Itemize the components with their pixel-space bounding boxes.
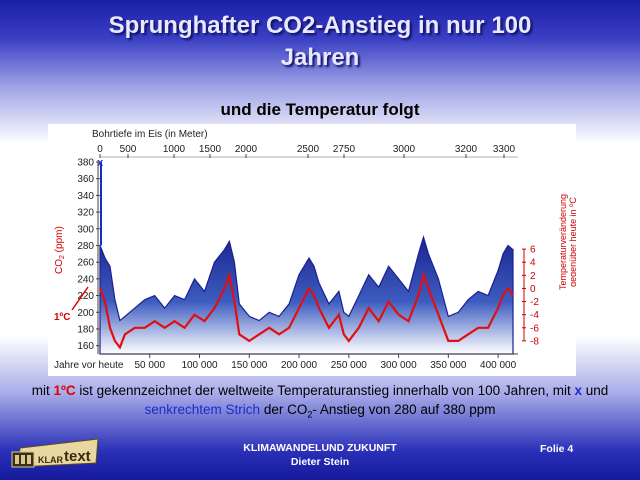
footer-author: Dieter Stein [290,456,350,468]
caption-subscript: 2 [307,409,313,420]
annotation-arrow [71,286,89,311]
y-left-tick-label: 200 [77,308,94,319]
slide-subtitle: und die Temperatur folgt [220,100,420,119]
caption-part-9: - Anstieg von 280 auf 380 ppm [312,402,496,417]
co2-rise-x-marker: x [97,157,104,169]
y-left-tick-label: 260 [77,258,94,269]
top-tick-label: 3200 [455,144,478,155]
y-axis-left-label-sub: 2 [59,255,66,259]
top-tick-label: 500 [120,144,137,155]
y-right-tick-label: 2 [530,271,536,282]
x-tick-label: 150 000 [231,360,268,371]
x-tick-label: 200 000 [281,360,318,371]
caption-vertical-line: senkrechtem Strich [144,402,261,417]
y-left-tick-label: 280 [77,241,94,252]
caption-x: x [574,383,582,398]
klartext-logo: KLAR text [10,436,102,470]
top-tick-label: 1500 [199,144,222,155]
y-axis-left-label-main: CO [54,259,65,274]
y-right-tick-label: 4 [530,258,536,269]
x-tick-label: 300 000 [380,360,417,371]
y-axis-right-label-1: Temperaturveränderung [558,194,568,290]
x-tick-label: 100 000 [181,360,218,371]
x-tick-label: 400 000 [480,360,517,371]
top-tick-label: 2000 [235,144,258,155]
x-tick-label: 250 000 [331,360,368,371]
y-left-tick-label: 220 [77,291,94,302]
top-tick-label: 2500 [297,144,320,155]
top-tick-label: 3000 [393,144,416,155]
slide-title: Sprunghafter CO2-Anstieg in nur 100 Jahr… [0,10,640,74]
temperature-line [98,271,514,350]
y-left-tick-label: 340 [77,191,94,202]
caption-part-7: der CO [260,402,308,417]
caption-1c: 1ºC [53,383,76,398]
top-tick-label: 1000 [163,144,186,155]
y-left-tick-label: 180 [77,324,94,335]
x-axis-label: Jahre vor heute [54,360,124,371]
caption-part-1: mit [31,383,54,398]
y-right-tick-label: 0 [530,284,536,295]
y-left-tick-label: 380 [77,158,94,169]
y-left-tick-label: 300 [77,224,94,235]
title-line-2: Jahren [280,44,360,71]
top-axis-label: Bohrtiefe im Eis (in Meter) [92,129,208,140]
y-right-tick-label: -6 [530,323,539,334]
logo-text-klar: KLAR [38,455,63,465]
caption-part-5: und [581,383,609,398]
footer: KLIMAWANDELUND ZUKUNFT Dieter Stein [180,441,460,469]
top-tick-label: 2750 [333,144,356,155]
x-tick-label: 350 000 [430,360,467,371]
annotation-1c: 1ºC [54,312,70,323]
y-left-tick-label: 360 [77,174,94,185]
y-left-tick-label: 160 [77,341,94,352]
x-tick-label: 50 000 [134,360,165,371]
y-right-tick-label: -8 [530,336,539,347]
ice-core-chart: x 380 360 340 320 300 280 260 240 220 200 180 160 6 4… [48,124,578,376]
logo-text-text: text [64,448,91,465]
footer-title: KLIMAWANDELUND ZUKUNFT [243,442,397,454]
y-right-tick-label: 6 [530,245,536,256]
caption-part-3: ist gekennzeichnet der weltweite Tempera… [75,383,575,398]
slide-number: Folie 4 [540,443,574,455]
top-tick-label: 0 [97,144,103,155]
chart-svg: x 38036034032030028026024022020018016064… [48,124,578,376]
y-axis-right-label-2: gegenüber heute in ºC [568,197,576,287]
y-left-tick-label: 240 [77,274,94,285]
title-line-1: Sprunghafter CO2-Anstieg in nur 100 [108,12,532,39]
y-right-tick-label: -4 [530,310,539,321]
y-axis-left-label-unit: (ppm) [54,226,65,255]
top-tick-label: 3300 [493,144,516,155]
y-axis-left-label: CO2 (ppm) [54,226,66,274]
y-left-tick-label: 320 [77,208,94,219]
slide-caption: mit 1ºC ist gekennzeichnet der weltweite… [20,381,620,425]
y-right-tick-label: -2 [530,297,539,308]
